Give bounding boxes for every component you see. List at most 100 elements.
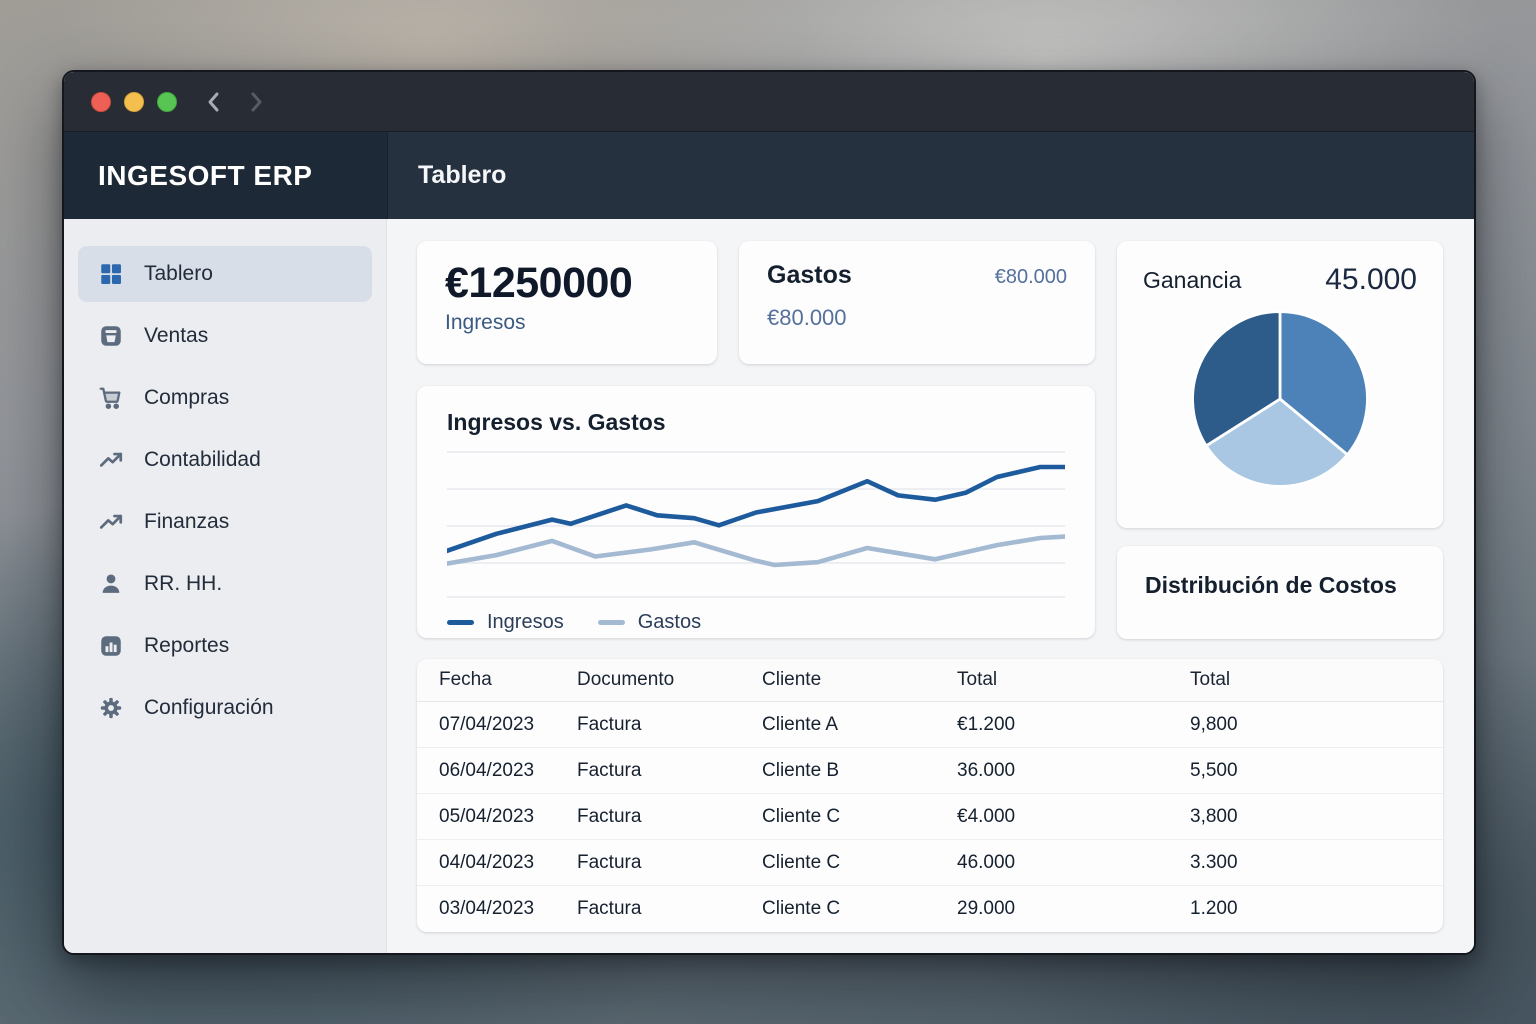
table-header-cell: Total (957, 669, 998, 690)
table-row[interactable]: 04/04/2023 Factura Cliente C 46.000 3.300 (417, 840, 1443, 886)
sidebar-item-rrhh[interactable]: RR. HH. (78, 556, 372, 612)
table-cell: 03/04/2023 (439, 898, 535, 919)
sidebar-item-label: Ventas (144, 324, 209, 347)
table-header-row: Fecha Documento Cliente Total Total (417, 659, 1443, 702)
gear-icon (98, 695, 125, 722)
trending-up-icon (98, 447, 125, 474)
table-header-cell: Cliente (762, 669, 822, 690)
table-cell: 04/04/2023 (439, 851, 535, 873)
dashboard-grid-icon (98, 261, 125, 288)
sidebar-item-label: Configuración (144, 696, 274, 719)
archive-box-icon (98, 323, 125, 350)
sidebar-item-tablero[interactable]: Tablero (78, 246, 372, 302)
ingresos-value: €1250000 (445, 259, 633, 307)
table-cell: Cliente C (762, 851, 841, 873)
trending-up-icon (98, 509, 125, 536)
legend-swatch (597, 620, 625, 625)
line-chart-title: Ingresos vs. Gastos (447, 409, 666, 435)
sidebar-item-configuracion[interactable]: Configuración (78, 680, 372, 736)
table-cell: Factura (577, 759, 642, 781)
minimize-window-button[interactable] (124, 91, 144, 112)
back-chevron-icon[interactable] (204, 90, 224, 114)
ingresos-kpi-card: €1250000 Ingresos (417, 241, 717, 364)
table-cell: 9,800 (1190, 713, 1238, 735)
ganancia-pie-chart (1191, 310, 1369, 488)
app-header: INGESOFT ERP Tablero (64, 132, 1474, 219)
brand-area: INGESOFT ERP (64, 132, 387, 219)
app-window: INGESOFT ERP Tablero Tablero Ventas Compra… (62, 70, 1476, 955)
table-cell: 05/04/2023 (439, 805, 535, 827)
table-cell: €4.000 (957, 805, 1016, 827)
table-cell: 36.000 (957, 759, 1016, 781)
shopping-cart-icon (98, 385, 125, 412)
table-row[interactable]: 07/04/2023 Factura Cliente A €1.200 9,800 (417, 702, 1443, 748)
page-title: Tablero (418, 161, 507, 189)
table-cell: 07/04/2023 (439, 713, 535, 735)
sidebar-item-reportes[interactable]: Reportes (78, 618, 372, 674)
table-cell: Cliente C (762, 805, 841, 827)
close-window-button[interactable] (91, 91, 111, 112)
forward-chevron-icon[interactable] (246, 90, 266, 114)
sidebar-item-label: Tablero (144, 262, 213, 285)
ganancia-card: Ganancia 45.000 (1117, 241, 1443, 528)
bar-chart-icon (98, 633, 125, 660)
table-cell: 46.000 (957, 851, 1016, 873)
table-cell: Factura (577, 851, 642, 873)
sidebar-item-ventas[interactable]: Ventas (78, 308, 372, 364)
table-cell: 3.300 (1190, 851, 1238, 873)
table-cell: 29.000 (957, 898, 1016, 919)
table-row[interactable]: 03/04/2023 Factura Cliente C 29.000 1.200 (417, 886, 1443, 932)
page-header: Tablero (387, 132, 1474, 219)
gastos-value-right: €80.000 (994, 266, 1067, 288)
sidebar-nav: Tablero Ventas Compras Contabilidad Finanzas… (64, 219, 387, 953)
costos-card: Distribución de Costos (1117, 546, 1443, 639)
table-cell: 06/04/2023 (439, 759, 535, 781)
dashboard-content: €1250000 Ingresos Gastos €80.000 €80.000 (387, 219, 1474, 953)
series-line-ingresos (447, 464, 1065, 554)
table-cell: Factura (577, 805, 642, 827)
legend-label: Ingresos (487, 611, 564, 633)
ingresos-vs-gastos-line-chart (447, 451, 1065, 598)
table-cell: Factura (577, 898, 642, 919)
line-chart-card: Ingresos vs. Gastos Ingresos Gastos (417, 386, 1095, 638)
legend-item-gastos: Gastos (597, 611, 702, 634)
sidebar-item-contabilidad[interactable]: Contabilidad (78, 432, 372, 488)
sidebar-item-label: Reportes (144, 634, 230, 657)
pie-slice-segment-3 (1191, 310, 1282, 448)
sidebar-item-label: RR. HH. (144, 572, 223, 595)
table-row[interactable]: 06/04/2023 Factura Cliente B 36.000 5,500 (417, 748, 1443, 794)
table-cell: Cliente C (762, 898, 841, 919)
window-titlebar (64, 72, 1474, 132)
sidebar-item-label: Finanzas (144, 510, 230, 533)
pie-slice-segment-1 (1278, 310, 1369, 457)
table-cell: 1.200 (1190, 898, 1238, 919)
costos-title: Distribución de Costos (1145, 572, 1397, 598)
ganancia-value: 45.000 (1325, 263, 1417, 296)
table-cell: Cliente B (762, 759, 840, 781)
table-cell: Factura (577, 713, 642, 735)
sidebar-item-finanzas[interactable]: Finanzas (78, 494, 372, 550)
chart-legend: Ingresos Gastos (447, 611, 1065, 634)
sidebar-item-compras[interactable]: Compras (78, 370, 372, 426)
legend-item-ingresos: Ingresos (447, 611, 564, 634)
legend-swatch (447, 620, 474, 625)
sidebar-item-label: Contabilidad (144, 448, 261, 471)
table-cell: 5,500 (1190, 759, 1238, 781)
app-logo: INGESOFT ERP (98, 159, 313, 191)
legend-label: Gastos (637, 611, 702, 633)
gastos-kpi-card: Gastos €80.000 €80.000 (739, 241, 1095, 364)
table-cell: €1.200 (957, 713, 1016, 735)
ganancia-title: Ganancia (1143, 267, 1242, 293)
table-row[interactable]: 05/04/2023 Factura Cliente C €4.000 3,800 (417, 794, 1443, 840)
zoom-window-button[interactable] (157, 91, 177, 112)
table-cell: 3,800 (1190, 805, 1238, 827)
person-icon (98, 571, 125, 598)
table-cell: Cliente A (762, 713, 839, 735)
table-header-cell: Total (1190, 669, 1231, 690)
ingresos-label: Ingresos (445, 311, 526, 334)
series-line-gastos (447, 534, 1065, 568)
gastos-title: Gastos (767, 261, 852, 289)
traffic-lights (91, 91, 177, 112)
table-header-cell: Documento (577, 669, 675, 690)
pie-slice-segment-2 (1204, 397, 1349, 488)
